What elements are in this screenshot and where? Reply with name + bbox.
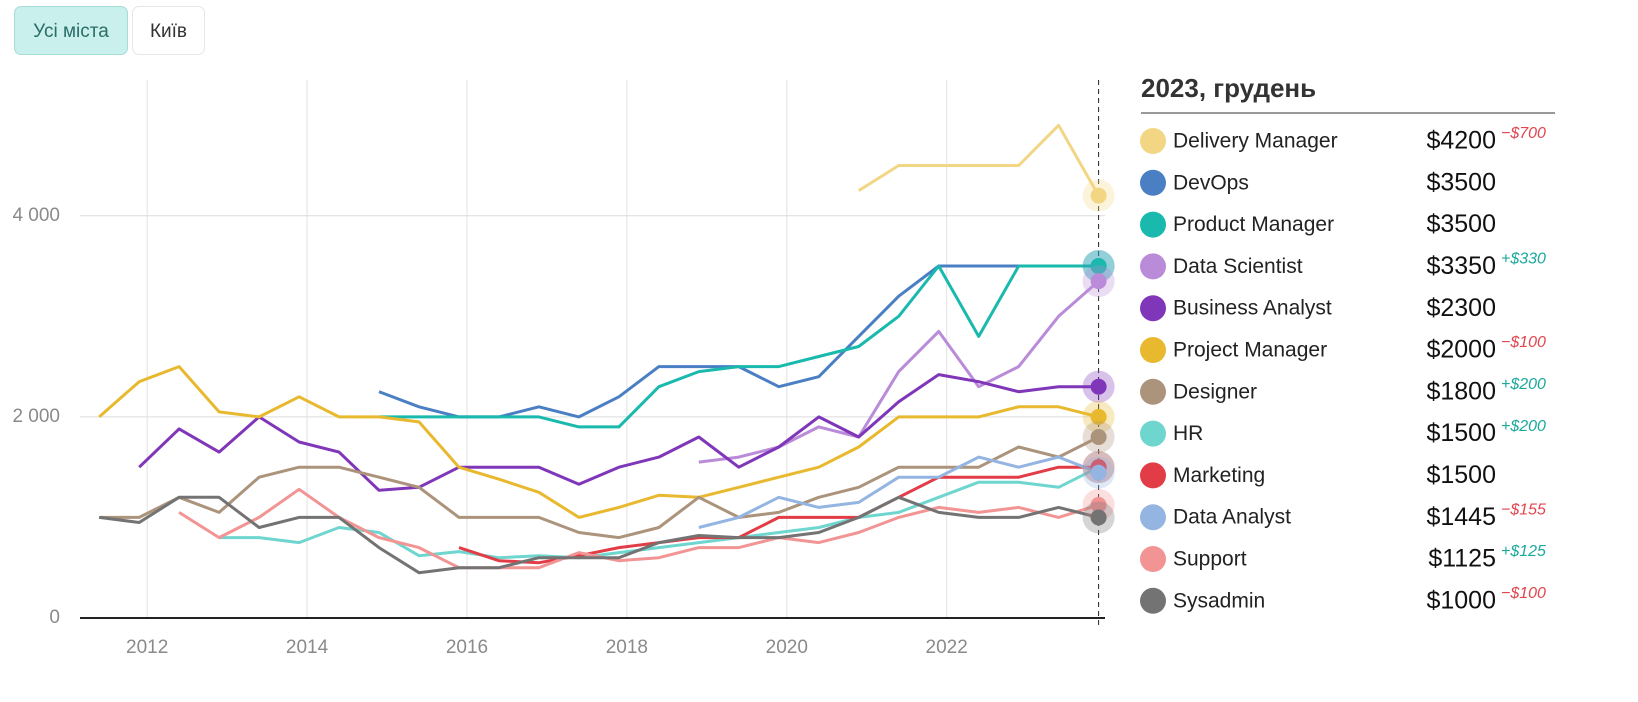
grid (80, 80, 1105, 618)
series-line (138, 373, 1099, 492)
legend-value: $1800 (1426, 377, 1496, 405)
legend-label: Data Scientist (1173, 255, 1303, 278)
x-tick-label: 2014 (286, 637, 329, 658)
legend-value: $3500 (1426, 168, 1496, 196)
x-tick-label: 2018 (606, 637, 648, 658)
legend-label: HR (1173, 422, 1203, 445)
legend-swatch (1140, 462, 1166, 489)
legend-change: +$200 (1501, 376, 1546, 393)
end-dot (1090, 408, 1107, 425)
end-dot (1090, 496, 1107, 513)
legend-label: Delivery Manager (1173, 130, 1338, 153)
legend-change: −$700 (1501, 125, 1546, 142)
end-dot (1090, 273, 1107, 290)
filter-button[interactable]: Київ (132, 6, 205, 55)
legend-value: $2300 (1426, 294, 1496, 322)
end-dot (1090, 258, 1107, 275)
x-tick-label: 2012 (126, 637, 168, 658)
series-line (99, 435, 1100, 540)
legend-label: Designer (1173, 380, 1257, 403)
series-line (178, 487, 1100, 570)
x-tick-label: 2016 (446, 637, 488, 658)
legend-change: −$100 (1501, 585, 1546, 602)
legend-swatch (1140, 211, 1166, 238)
legend-label: Support (1173, 548, 1247, 571)
legend-change: +$125 (1501, 543, 1546, 560)
legend-label: Data Analyst (1173, 506, 1291, 529)
legend-label: Sysadmin (1173, 589, 1265, 612)
legend-label: Marketing (1173, 464, 1265, 487)
legend-label: DevOps (1173, 171, 1249, 194)
x-tick-label: 2022 (926, 637, 968, 658)
legend-title: 2023, грудень (1141, 73, 1316, 103)
series-line (98, 365, 1099, 519)
legend-label: Product Manager (1173, 213, 1334, 236)
end-dot (1090, 428, 1107, 445)
legend-swatch (1140, 420, 1166, 447)
legend-value: $1500 (1426, 461, 1496, 489)
legend-swatch (1140, 337, 1166, 363)
legend-label: Project Manager (1173, 339, 1327, 362)
series-line (99, 495, 1099, 575)
legend-swatch (1140, 169, 1166, 196)
end-dot (1090, 509, 1107, 526)
legend-change: +$200 (1501, 418, 1546, 435)
legend-label: Business Analyst (1173, 297, 1332, 320)
legend-swatch (1140, 504, 1166, 531)
legend-value: $1000 (1426, 586, 1496, 614)
filter-button[interactable]: Усі міста (14, 6, 128, 55)
legend-swatch (1140, 546, 1166, 572)
series-line (378, 264, 1099, 419)
series-line (698, 455, 1100, 529)
legend-change: +$330 (1501, 251, 1546, 268)
legend-value: $1500 (1426, 419, 1496, 447)
legend-value: $4200 (1426, 127, 1496, 155)
end-dot (1090, 464, 1107, 481)
end-dot (1090, 378, 1107, 395)
end-dot (1090, 187, 1107, 204)
legend-value: $1125 (1428, 545, 1496, 573)
series-line (379, 264, 1099, 429)
series-line (698, 279, 1100, 464)
y-tick-label: 2 000 (12, 406, 60, 427)
legend-value: $2000 (1426, 336, 1496, 364)
legend-change: −$155 (1501, 501, 1546, 518)
legend-swatch (1140, 128, 1166, 154)
legend-swatch (1140, 295, 1166, 322)
legend-swatch (1140, 378, 1166, 405)
legend-value: $3500 (1426, 210, 1496, 238)
legend-change: −$100 (1501, 334, 1546, 351)
y-tick-label: 4 000 (12, 205, 60, 226)
legend-swatch (1140, 253, 1166, 280)
legend-value: $3350 (1426, 252, 1496, 280)
legend-value: $1445 (1426, 503, 1496, 531)
legend-swatch (1140, 587, 1166, 614)
x-tick-label: 2020 (766, 637, 808, 658)
series-line (857, 123, 1100, 197)
y-tick-label: 0 (49, 607, 60, 628)
